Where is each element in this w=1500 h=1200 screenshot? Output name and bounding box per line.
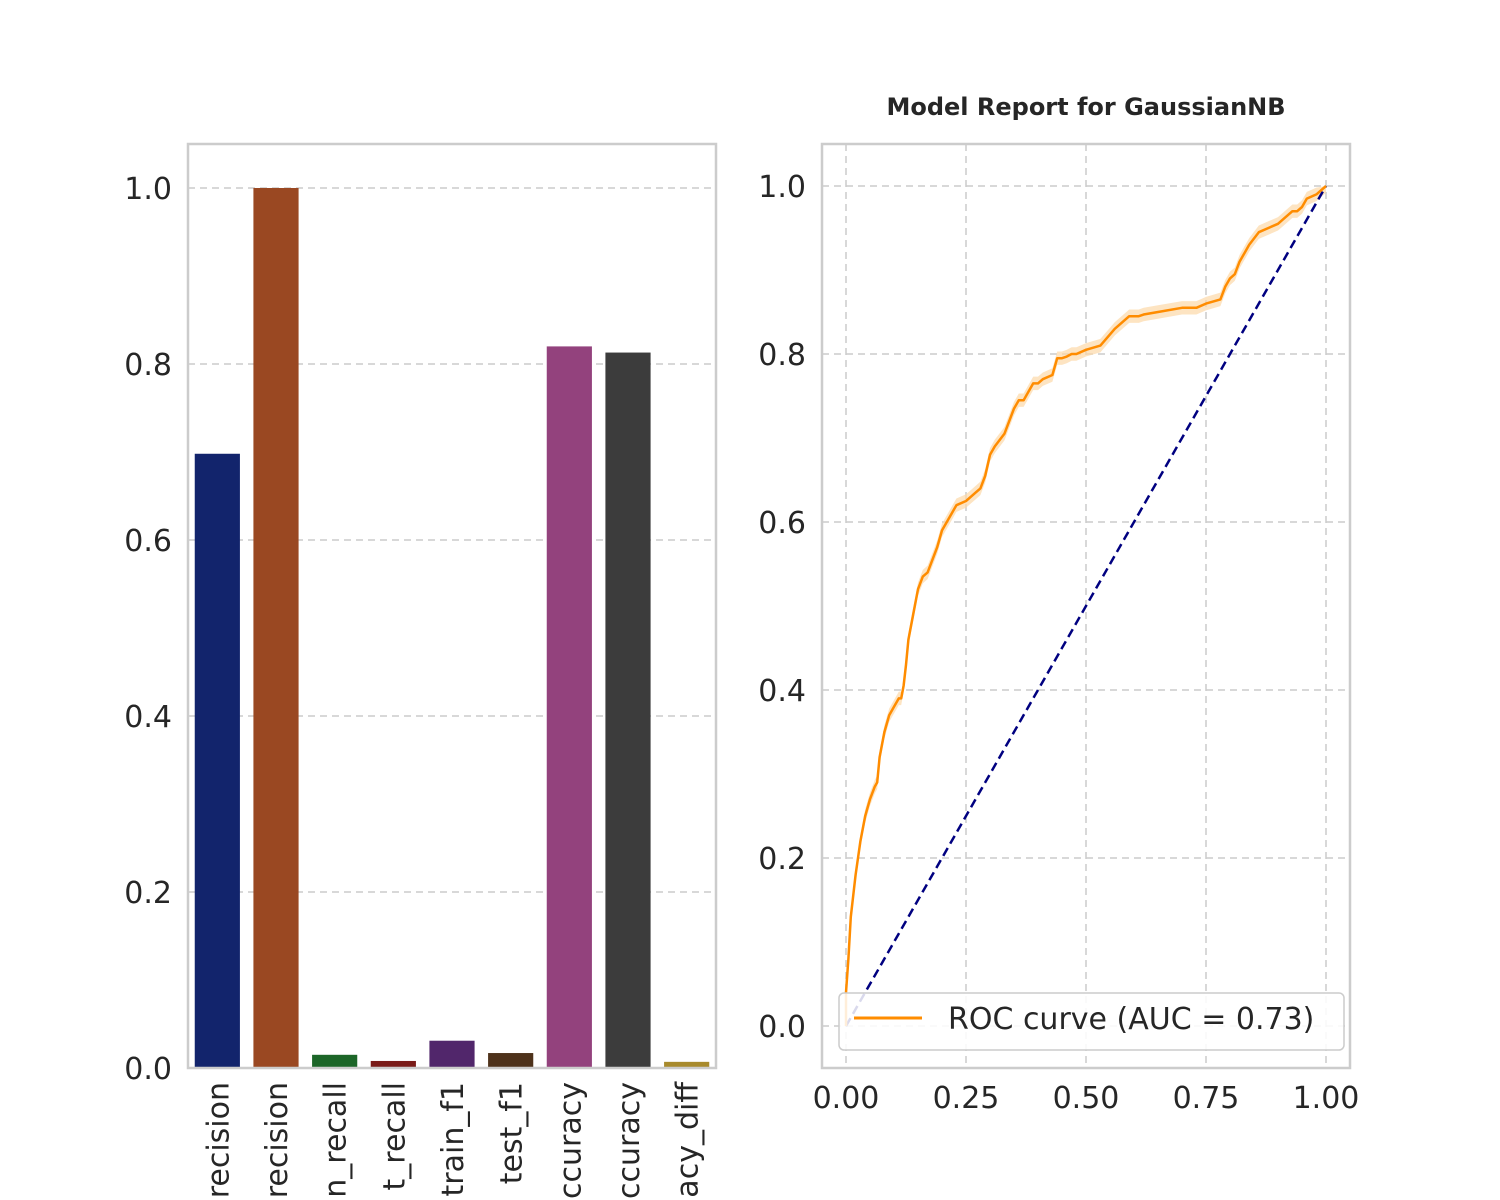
roc-chart-legend: ROC curve (AUC = 0.73) bbox=[838, 992, 1345, 1051]
bar-x-tick-label: t_recall bbox=[377, 1082, 412, 1190]
roc-curve-line bbox=[844, 185, 1327, 1026]
bar-test-precision bbox=[253, 188, 299, 1068]
diagonal-reference-line bbox=[844, 185, 1328, 1027]
bar-x-tick-label: n_recall bbox=[319, 1082, 354, 1198]
bar-test-accuracy bbox=[605, 352, 651, 1068]
roc-chart-y-tick-labels: 0.0 0.2 0.4 0.6 0.8 1.0 bbox=[758, 170, 806, 1045]
legend-box bbox=[838, 992, 1345, 1051]
bar-y-tick-label: 1.0 bbox=[124, 172, 172, 207]
roc-x-tick-label: 0.50 bbox=[1053, 1081, 1120, 1116]
bar-x-tick-label: ccuracy bbox=[553, 1082, 588, 1199]
bar-x-tick-label: recision bbox=[201, 1082, 236, 1198]
roc-confidence-band bbox=[846, 186, 1326, 1026]
bar-train-recall bbox=[312, 1054, 358, 1068]
bar-y-tick-label: 0.6 bbox=[124, 524, 172, 559]
bar-train-precision bbox=[194, 453, 240, 1068]
roc-y-tick-label: 0.6 bbox=[758, 506, 806, 541]
roc-chart-lines bbox=[844, 185, 1328, 1027]
roc-chart: Model Report for GaussianNB 0.0 0.2 0.4 0.6… bbox=[758, 93, 1359, 1116]
bar-x-tick-label: recision bbox=[260, 1082, 295, 1198]
bar-x-tick-label: acy_diff bbox=[671, 1081, 706, 1198]
roc-y-tick-label: 1.0 bbox=[758, 170, 806, 205]
bar-chart-y-tick-labels: 0.0 0.2 0.4 0.6 0.8 1.0 bbox=[124, 172, 172, 1087]
roc-y-tick-label: 0.8 bbox=[758, 338, 806, 373]
bar-test-f1 bbox=[488, 1053, 534, 1068]
bar-y-tick-label: 0.0 bbox=[124, 1052, 172, 1087]
bar-chart-frame bbox=[186, 142, 718, 1070]
legend-label: ROC curve (AUC = 0.73) bbox=[948, 1002, 1314, 1037]
roc-chart-x-tick-labels: 0.00 0.25 0.50 0.75 1.00 bbox=[813, 1081, 1360, 1116]
roc-chart-title: Model Report for GaussianNB bbox=[886, 93, 1285, 121]
roc-y-tick-label: 0.4 bbox=[758, 674, 806, 709]
bar-y-tick-label: 0.4 bbox=[124, 700, 172, 735]
bar-train-f1 bbox=[429, 1040, 475, 1068]
bar-x-tick-label: ccuracy bbox=[612, 1082, 647, 1199]
roc-y-tick-label: 0.0 bbox=[758, 1010, 806, 1045]
roc-y-tick-label: 0.2 bbox=[758, 842, 806, 877]
roc-x-tick-label: 1.00 bbox=[1293, 1081, 1360, 1116]
roc-chart-frame bbox=[820, 142, 1352, 1070]
bar-train-accuracy bbox=[546, 346, 592, 1068]
bar-accuracy-diff bbox=[664, 1061, 710, 1068]
roc-x-tick-label: 0.25 bbox=[933, 1081, 1000, 1116]
bar-chart: 0.0 0.2 0.4 0.6 0.8 1.0 recision recision n_rec… bbox=[124, 142, 718, 1199]
roc-x-tick-label: 0.00 bbox=[813, 1081, 880, 1116]
bar-x-tick-label: test_f1 bbox=[495, 1082, 530, 1184]
bar-chart-bars bbox=[194, 188, 710, 1068]
bar-y-tick-label: 0.8 bbox=[124, 348, 172, 383]
roc-x-tick-label: 0.75 bbox=[1173, 1081, 1240, 1116]
bar-chart-x-tick-labels: recision recision n_recall t_recall train_f1… bbox=[201, 1081, 705, 1199]
bar-test-recall bbox=[370, 1060, 416, 1068]
bar-y-tick-label: 0.2 bbox=[124, 876, 172, 911]
bar-x-tick-label: train_f1 bbox=[436, 1082, 471, 1196]
